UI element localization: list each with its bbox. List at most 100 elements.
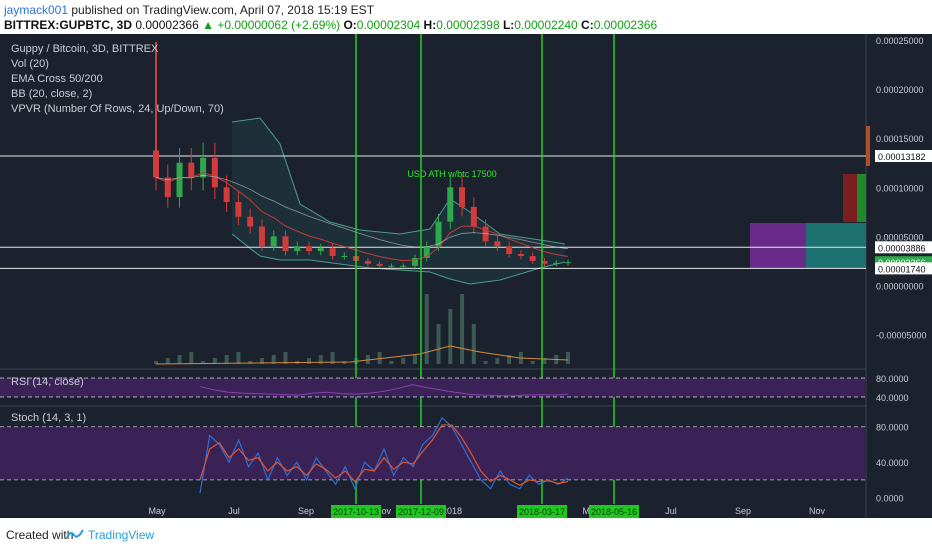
price-label: 0.00001740	[878, 264, 926, 274]
candle	[164, 177, 171, 198]
volume-bar	[483, 361, 488, 364]
vpvr-bar	[843, 174, 857, 222]
bollinger-upper	[231, 117, 566, 245]
candle	[294, 246, 301, 252]
volume-bar	[542, 358, 547, 364]
volume-bar	[189, 352, 194, 364]
candle	[211, 157, 218, 188]
price-label-box	[875, 241, 932, 254]
volume-bar	[248, 361, 253, 364]
x-tick-label: Nov	[809, 506, 826, 516]
volume-bar	[201, 361, 206, 364]
candle	[200, 157, 207, 178]
stoch-tick-label: 0.0000	[876, 494, 904, 504]
chart-svg[interactable]: USD ATH w/btc 17500 0.00025000 0.00020000 0…	[0, 34, 932, 518]
candle	[506, 246, 513, 255]
date-badge-label: 2018-03-17	[519, 507, 565, 517]
volume-bar	[460, 294, 465, 364]
price-tick-label: 0.00010000	[876, 183, 924, 193]
price-tick-label: -0.00005000	[876, 331, 927, 341]
candle	[317, 248, 324, 252]
date-badge	[517, 505, 567, 518]
volume-bar	[236, 352, 241, 364]
open-label: O:	[343, 18, 357, 32]
volume-bar	[507, 355, 512, 364]
low-value: 0.00002240	[514, 18, 578, 32]
price-label: 0.00013182	[878, 152, 926, 162]
volume-bar	[530, 361, 535, 364]
candle	[494, 241, 501, 247]
legend-title[interactable]: Guppy / Bitcoin, 3D, BITTREX	[11, 43, 159, 55]
candle	[235, 202, 242, 217]
close-label: C:	[581, 18, 594, 32]
vpvr-bar	[750, 223, 806, 268]
created-with-text: Created with	[6, 528, 74, 542]
volume-bar	[224, 355, 229, 364]
date-badge-label: 2018-05-16	[591, 507, 637, 517]
price-tick-label: 0.00015000	[876, 134, 924, 144]
candle	[388, 265, 395, 267]
volume-bar	[283, 352, 288, 364]
volume-bar	[389, 361, 394, 364]
stoch-legend[interactable]: Stoch (14, 3, 1)	[11, 412, 87, 424]
volume-ma-line	[155, 345, 569, 365]
candle	[376, 263, 383, 266]
price-tick-label: 0.00000000	[876, 281, 924, 291]
candle	[470, 206, 477, 227]
candle	[176, 162, 183, 198]
volume-bar	[377, 352, 382, 364]
volume-bar	[307, 358, 312, 364]
tradingview-link[interactable]: TradingView	[88, 528, 155, 542]
volume-bar	[424, 294, 429, 364]
chart-area[interactable]: USD ATH w/btc 17500 0.00025000 0.00020000 0…	[0, 34, 932, 518]
close-value: 0.00002366	[593, 18, 658, 32]
volume-bar	[412, 355, 417, 364]
last-price: 0.00002366	[135, 18, 199, 32]
x-tick-label: Sep	[298, 506, 314, 516]
candle	[447, 187, 454, 222]
candle	[565, 262, 571, 264]
vpvr-bar	[866, 126, 870, 166]
x-tick-label: Sep	[735, 506, 751, 516]
volume-bar	[330, 352, 335, 364]
volume-bar	[471, 324, 476, 364]
price-tick-label: 0.00020000	[876, 85, 924, 95]
volume-bar	[436, 324, 441, 364]
main-legend: Guppy / Bitcoin, 3D, BITTREX Vol (20) EM…	[11, 42, 224, 117]
volume-bar	[165, 358, 170, 364]
volume-bar	[495, 358, 500, 364]
vpvr-bar	[857, 174, 866, 222]
volume-bar	[566, 352, 570, 364]
bollinger-lower	[231, 233, 566, 285]
legend-vpvr[interactable]: VPVR (Number Of Rows, 24, Up/Down, 70)	[11, 103, 224, 115]
candle	[282, 236, 289, 252]
high-value: 0.00002398	[436, 18, 500, 32]
volume-bar	[177, 355, 182, 364]
date-badge	[589, 505, 639, 518]
candle	[553, 262, 560, 264]
candle	[529, 256, 536, 261]
ath-annotation: USD ATH w/btc 17500	[407, 169, 496, 179]
ema-200-line	[155, 174, 569, 250]
rsi-band	[0, 378, 866, 397]
rsi-tick-label: 80.0000	[876, 374, 909, 384]
price-label-box	[875, 150, 932, 163]
candle	[329, 248, 336, 256]
x-tick-label: May	[148, 506, 166, 516]
author-link[interactable]: jaymack001	[4, 3, 69, 17]
candle	[411, 257, 418, 266]
rsi-legend[interactable]: RSI (14, close)	[11, 376, 84, 388]
legend-volume[interactable]: Vol (20)	[11, 58, 49, 70]
volume-bar	[448, 309, 453, 364]
symbol-label: BITTREX:GUPBTC, 3D	[4, 18, 133, 32]
legend-ema[interactable]: EMA Cross 50/200	[11, 73, 103, 85]
volume-bar	[212, 358, 217, 364]
legend-bb[interactable]: BB (20, close, 2)	[11, 88, 93, 100]
candle	[223, 187, 230, 202]
x-tick-label: Jul	[228, 506, 240, 516]
tradingview-logo-icon	[66, 529, 84, 539]
candle	[306, 246, 313, 252]
publisher-line: jaymack001 published on TradingView.com,…	[4, 3, 374, 17]
candle	[541, 260, 548, 264]
x-tick-label: Jul	[665, 506, 677, 516]
